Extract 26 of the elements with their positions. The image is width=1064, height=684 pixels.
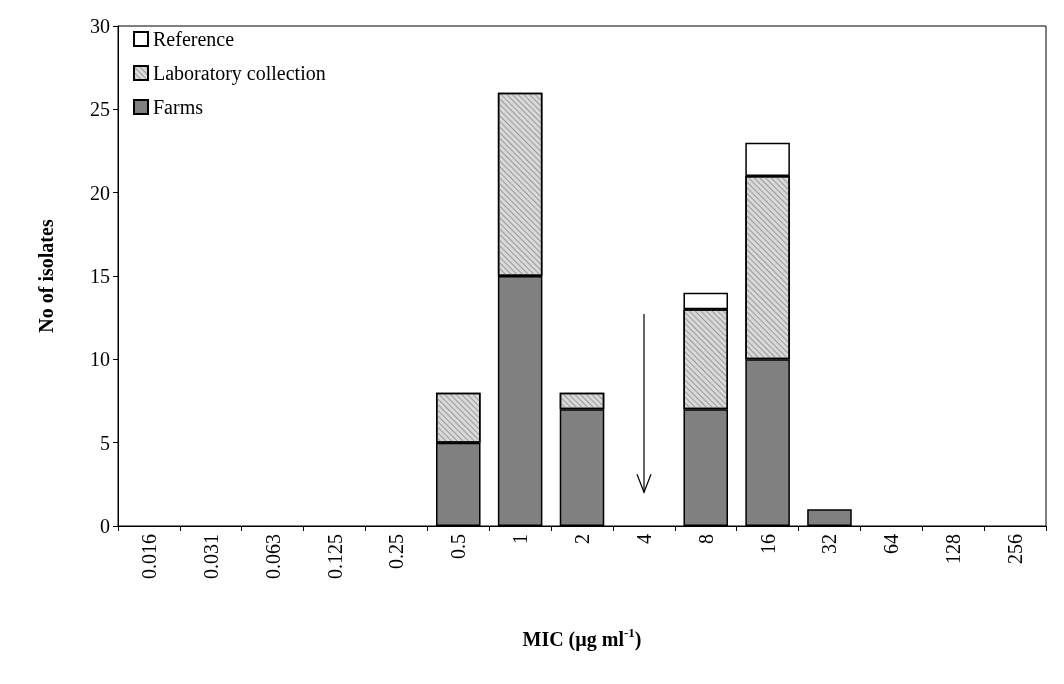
y-tick-label: 10 xyxy=(90,348,110,371)
x-tick-label: 0.063 xyxy=(261,534,284,579)
y-tick-label: 15 xyxy=(90,265,110,287)
y-tick-label: 20 xyxy=(90,181,110,204)
y-tick-label: 5 xyxy=(100,431,110,454)
legend-label: Farms xyxy=(153,96,204,118)
x-tick-label: 128 xyxy=(942,534,965,564)
x-tick-label: 64 xyxy=(880,534,903,554)
y-axis-title: No of isolates xyxy=(35,219,57,333)
legend-label: Laboratory collection xyxy=(153,62,326,85)
x-tick-label: 2 xyxy=(571,534,593,544)
x-tick-label: 0.5 xyxy=(447,534,470,559)
x-tick-label: 0.25 xyxy=(385,534,408,569)
x-tick-label: 32 xyxy=(818,534,841,554)
y-tick-label: 0 xyxy=(100,515,110,537)
y-tick-label: 25 xyxy=(90,98,110,121)
x-tick-label: 16 xyxy=(756,534,779,554)
x-tick-label: 0.016 xyxy=(137,534,160,579)
x-tick-label: 256 xyxy=(1004,534,1027,564)
legend-label: Reference xyxy=(153,28,235,50)
x-tick-label: 1 xyxy=(509,534,532,544)
y-tick-label: 30 xyxy=(90,15,110,37)
x-tick-label: 0.125 xyxy=(323,534,346,579)
x-tick-label: 8 xyxy=(694,534,717,544)
x-tick-label: 4 xyxy=(632,534,655,544)
x-tick-label: 0.031 xyxy=(199,534,222,579)
